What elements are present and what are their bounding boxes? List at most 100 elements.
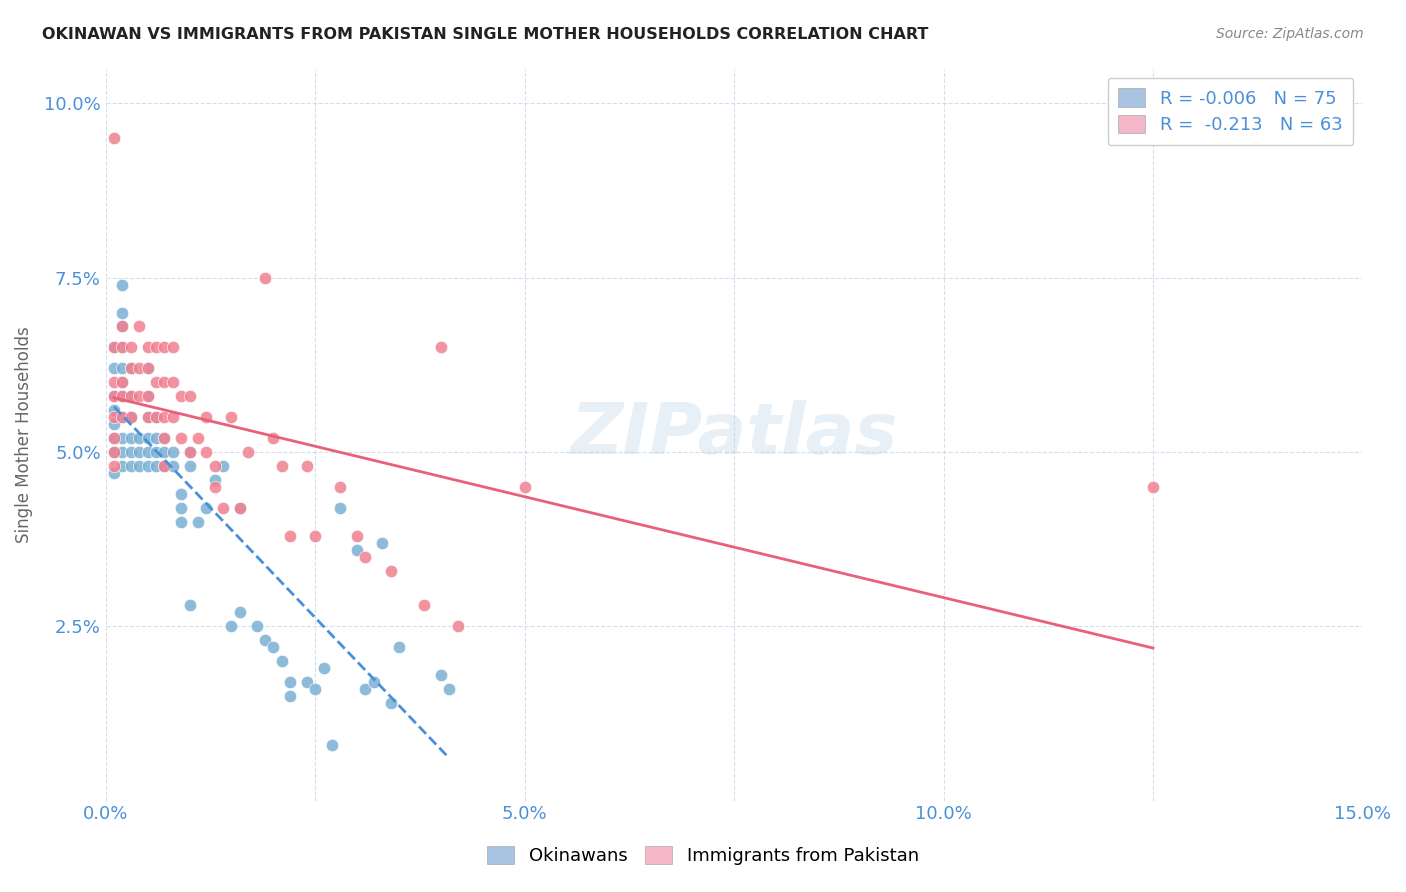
- Point: [304, 681, 326, 696]
- Point: [179, 458, 201, 473]
- Point: [111, 410, 134, 425]
- Point: [346, 529, 368, 543]
- Point: [162, 410, 184, 425]
- Point: [103, 410, 125, 425]
- Point: [120, 410, 142, 425]
- Point: [354, 549, 377, 564]
- Point: [111, 277, 134, 292]
- Point: [262, 640, 284, 655]
- Point: [111, 389, 134, 403]
- Point: [145, 445, 167, 459]
- Point: [111, 458, 134, 473]
- Point: [153, 340, 176, 354]
- Point: [120, 431, 142, 445]
- Point: [111, 361, 134, 376]
- Point: [103, 431, 125, 445]
- Point: [128, 319, 150, 334]
- Point: [145, 376, 167, 390]
- Point: [304, 529, 326, 543]
- Point: [270, 458, 292, 473]
- Point: [236, 445, 259, 459]
- Point: [111, 319, 134, 334]
- Point: [321, 738, 343, 752]
- Point: [221, 619, 243, 633]
- Point: [111, 389, 134, 403]
- Point: [103, 340, 125, 354]
- Point: [153, 431, 176, 445]
- Point: [128, 445, 150, 459]
- Point: [278, 675, 301, 690]
- Point: [153, 431, 176, 445]
- Point: [187, 431, 209, 445]
- Point: [103, 131, 125, 145]
- Point: [136, 431, 159, 445]
- Point: [120, 361, 142, 376]
- Point: [439, 681, 461, 696]
- Point: [111, 376, 134, 390]
- Point: [388, 640, 411, 655]
- Point: [153, 376, 176, 390]
- Point: [111, 319, 134, 334]
- Point: [128, 361, 150, 376]
- Point: [179, 389, 201, 403]
- Point: [136, 445, 159, 459]
- Point: [170, 500, 193, 515]
- Point: [229, 606, 252, 620]
- Point: [179, 445, 201, 459]
- Point: [179, 445, 201, 459]
- Point: [111, 445, 134, 459]
- Point: [329, 500, 352, 515]
- Point: [170, 389, 193, 403]
- Point: [103, 431, 125, 445]
- Point: [253, 633, 276, 648]
- Point: [103, 403, 125, 417]
- Point: [162, 458, 184, 473]
- Point: [212, 500, 235, 515]
- Point: [103, 389, 125, 403]
- Point: [195, 410, 218, 425]
- Point: [120, 340, 142, 354]
- Point: [103, 466, 125, 480]
- Point: [120, 410, 142, 425]
- Text: ZIPatlas: ZIPatlas: [571, 401, 898, 469]
- Point: [153, 410, 176, 425]
- Y-axis label: Single Mother Households: Single Mother Households: [15, 326, 32, 543]
- Point: [136, 340, 159, 354]
- Point: [145, 340, 167, 354]
- Point: [136, 410, 159, 425]
- Point: [446, 619, 468, 633]
- Point: [329, 480, 352, 494]
- Point: [103, 445, 125, 459]
- Point: [153, 458, 176, 473]
- Point: [120, 458, 142, 473]
- Point: [371, 535, 394, 549]
- Legend: Okinawans, Immigrants from Pakistan: Okinawans, Immigrants from Pakistan: [478, 837, 928, 874]
- Point: [120, 361, 142, 376]
- Point: [103, 445, 125, 459]
- Point: [103, 417, 125, 431]
- Point: [278, 689, 301, 703]
- Point: [278, 529, 301, 543]
- Point: [111, 305, 134, 319]
- Point: [253, 270, 276, 285]
- Point: [103, 340, 125, 354]
- Point: [153, 458, 176, 473]
- Point: [111, 431, 134, 445]
- Point: [380, 696, 402, 710]
- Point: [103, 458, 125, 473]
- Point: [145, 410, 167, 425]
- Point: [128, 458, 150, 473]
- Point: [413, 599, 436, 613]
- Point: [136, 410, 159, 425]
- Point: [270, 654, 292, 668]
- Point: [430, 340, 453, 354]
- Point: [346, 542, 368, 557]
- Point: [430, 668, 453, 682]
- Point: [204, 480, 226, 494]
- Point: [162, 445, 184, 459]
- Point: [245, 619, 267, 633]
- Point: [179, 599, 201, 613]
- Point: [103, 361, 125, 376]
- Point: [111, 340, 134, 354]
- Point: [187, 515, 209, 529]
